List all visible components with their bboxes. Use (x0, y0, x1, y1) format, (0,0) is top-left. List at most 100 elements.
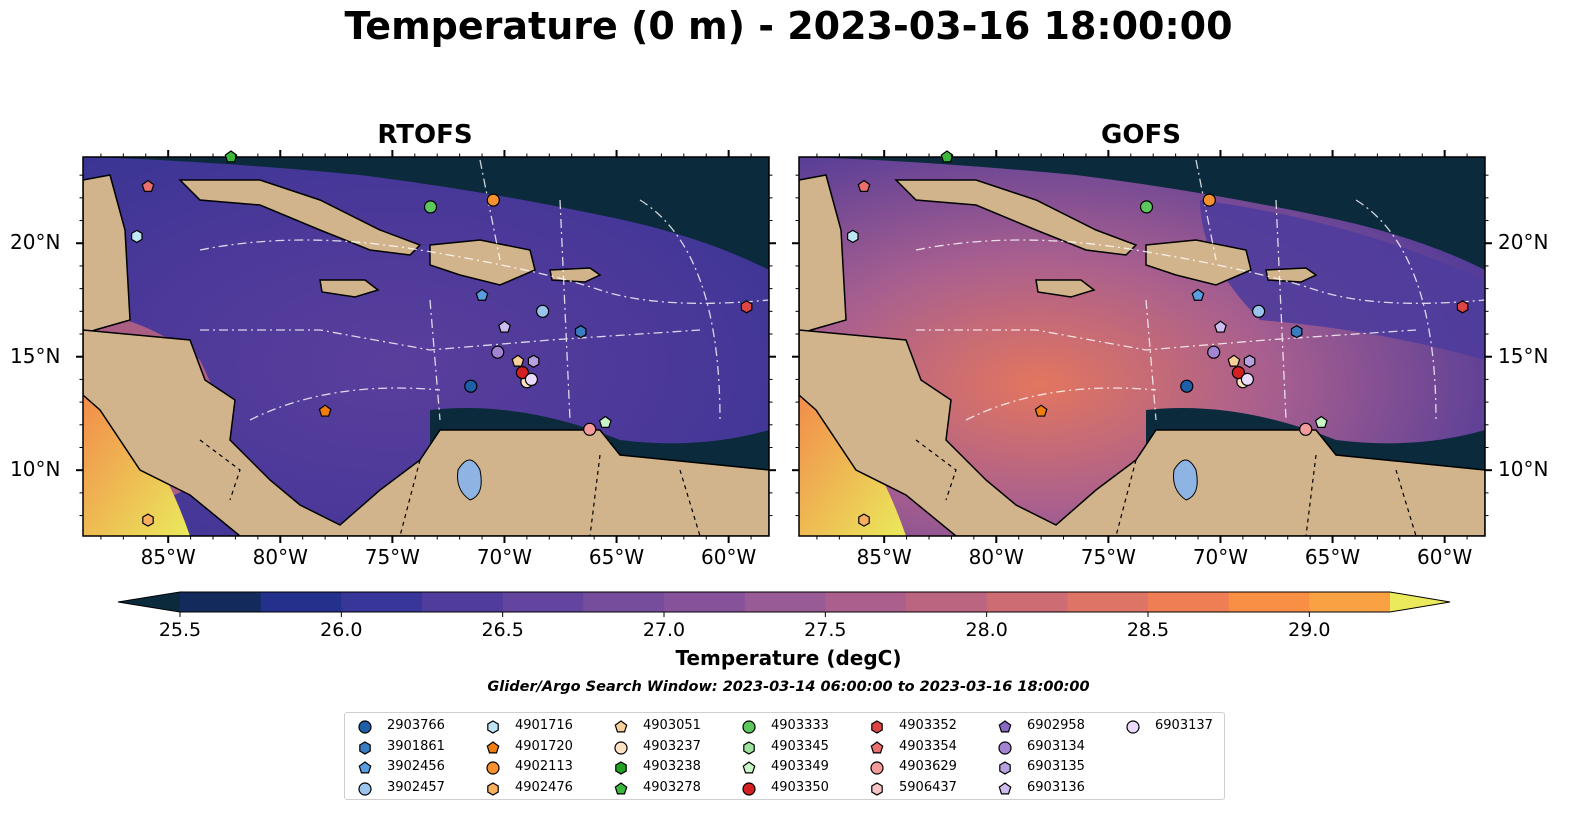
gofs-eez-lines (915, 159, 1485, 421)
lon-tick-label: 75°W (364, 545, 420, 569)
legend-marker-icon (1126, 720, 1140, 734)
axis-ticks (76, 150, 1492, 543)
legend-marker-icon (487, 781, 499, 796)
colorbar (117, 591, 1451, 617)
colorbar-segment (260, 592, 342, 612)
float-marker-3901861 (1290, 325, 1303, 339)
legend-marker-icon (742, 761, 756, 774)
panel-title-rtofs: RTOFS (377, 120, 473, 150)
rtofs-lake (457, 459, 482, 501)
colorbar-segment (1228, 592, 1310, 612)
gofs-frame (798, 156, 1486, 537)
lon-tick-label: 60°W (701, 545, 757, 569)
legend-label: 3902457 (387, 779, 445, 795)
colorbar-segment (502, 592, 584, 612)
legend-label: 4903352 (899, 718, 957, 733)
legend-label: 4903238 (643, 759, 701, 774)
legend-label: 4903237 (643, 738, 701, 754)
legend-label: 4903629 (899, 759, 957, 774)
lon-tick-label: 85°W (856, 545, 912, 569)
float-marker-4902113 (486, 193, 500, 207)
float-marker-3902457 (535, 304, 550, 318)
colorbar-segment (744, 592, 826, 612)
colorbar-segment (422, 592, 504, 612)
legend-label: 4902113 (515, 759, 573, 774)
float-marker-3902456 (1191, 288, 1205, 301)
colorbar-segment (664, 592, 746, 612)
lon-tick-label: 70°W (476, 545, 533, 569)
legend-label: 6903137 (1155, 718, 1213, 733)
colorbar-segment (1148, 592, 1230, 612)
search-window-text: Glider/Argo Search Window: 2023-03-14 06… (487, 679, 1090, 695)
figure-title: Temperature (0 m) - 2023-03-16 18:00:00 (344, 4, 1233, 48)
legend-marker-icon (359, 740, 371, 755)
legend-marker-icon (486, 761, 500, 775)
legend-label: 2903766 (387, 718, 445, 733)
legend-marker-icon (486, 740, 500, 753)
legend-label: 3901861 (387, 738, 445, 754)
colorbar-label: Temperature (degC) (675, 646, 902, 670)
map-panels (76, 150, 1492, 543)
float-marker-4901720 (1034, 404, 1048, 417)
legend-label: 6903135 (1027, 759, 1085, 774)
colorbar-tick-label: 26.5 (481, 619, 524, 641)
colorbar-segment (1309, 592, 1391, 612)
colorbar-tick-label: 29.0 (1288, 619, 1331, 641)
colorbar-segment (341, 592, 423, 612)
colorbar-tick-label: 28.0 (965, 619, 1008, 641)
legend-label: 4903350 (771, 779, 829, 795)
float-marker-4903051 (511, 354, 525, 367)
float-marker-4901720 (318, 404, 332, 417)
float-marker-4903350 (1231, 366, 1246, 380)
colorbar-extend-high (1390, 592, 1450, 612)
lon-tick-label: 80°W (252, 545, 308, 569)
colorbar-segment (986, 592, 1068, 612)
legend-label: 4903051 (643, 718, 701, 733)
legend-marker-icon (871, 720, 883, 734)
legend-label: 6903136 (1027, 779, 1085, 795)
float-marker-4903629 (1299, 422, 1313, 436)
rtofs-land (83, 174, 769, 536)
legend-label: 4903278 (643, 779, 701, 795)
colorbar-segment (906, 592, 988, 612)
float-marker-6903137 (524, 372, 539, 386)
float-marker-3902457 (1251, 304, 1266, 318)
legend-label: 6902958 (1027, 718, 1085, 733)
legend-marker-icon (615, 761, 627, 775)
float-marker-4901716 (846, 229, 859, 244)
lat-tick-label: 20°N (1498, 230, 1549, 255)
legend-marker-icon (358, 720, 372, 734)
gofs-map (798, 150, 1486, 537)
legend-label: 4903349 (771, 759, 829, 774)
colorbar-tick-label: 26.0 (320, 619, 363, 641)
colorbar-tick-label: 28.5 (1126, 619, 1170, 641)
float-marker-6903134 (491, 345, 505, 359)
legend-marker-icon (998, 740, 1012, 755)
legend-marker-icon (999, 761, 1011, 775)
lon-tick-label: 65°W (588, 545, 645, 569)
gofs-atlantic-cool (799, 157, 1485, 270)
colorbar-tick-label: 27.5 (804, 619, 847, 641)
float-marker-6903136 (1214, 320, 1227, 333)
float-marker-4901716 (131, 229, 143, 244)
legend-marker-icon (487, 720, 499, 734)
lat-tick-label: 15°N (1498, 343, 1549, 368)
legend-label: 4903354 (899, 738, 957, 754)
lat-tick-label: 15°N (10, 343, 61, 368)
legend-label: 3902456 (387, 759, 445, 774)
legend-marker-icon (742, 781, 756, 796)
legend-marker-icon (871, 781, 883, 796)
lat-tick-label: 20°N (10, 230, 61, 255)
lat-tick-label: 10°N (10, 457, 61, 482)
legend-marker-icon (358, 761, 372, 774)
legend-marker-icon (998, 781, 1012, 794)
legend-marker-icon (614, 740, 628, 755)
legend-marker-icon (870, 761, 884, 775)
float-marker-2903766 (464, 379, 478, 393)
lon-tick-label: 60°W (1417, 545, 1473, 569)
legend-label: 4901720 (515, 738, 573, 754)
gofs-boundaries (915, 439, 1417, 536)
float-marker-3902456 (475, 288, 489, 301)
lon-tick-label: 65°W (1304, 545, 1361, 569)
float-marker-4903354 (141, 179, 155, 192)
